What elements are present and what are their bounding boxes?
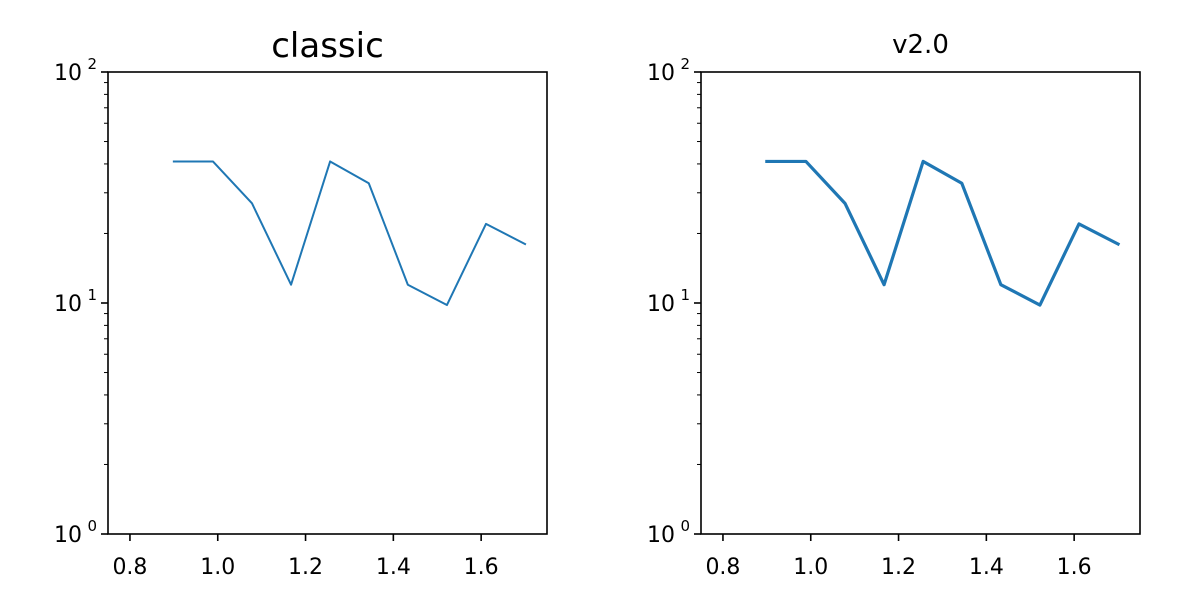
y-tick-exponent: 0 [87, 517, 97, 535]
panel-v2: v2.0 0.8 1.0 1.2 1.4 1.6 10 0 10 1 10 2 [647, 30, 1141, 580]
x-tick-label: 0.8 [705, 555, 740, 580]
y-tick-label: 10 1 [54, 286, 97, 317]
x-tick-label: 1.6 [464, 555, 499, 580]
series-line-0 [172, 160, 527, 307]
y-tick-label: 10 2 [647, 55, 690, 86]
x-tick-label: 1.2 [881, 555, 916, 580]
y-tick-base: 10 [647, 292, 675, 317]
y-tick-exponent: 0 [680, 517, 690, 535]
x-tick-label: 1.2 [288, 555, 323, 580]
y-tick-label: 10 0 [647, 517, 690, 548]
y-tick-base: 10 [54, 292, 82, 317]
x-tick-label: 0.8 [112, 555, 147, 580]
y-tick-base: 10 [647, 61, 675, 86]
y-tick-label: 10 2 [54, 55, 97, 86]
y-tick-exponent: 1 [87, 286, 97, 304]
axes-frame [107, 71, 548, 535]
y-tick-base: 10 [54, 523, 82, 548]
y-tick-base: 10 [647, 523, 675, 548]
chart-title: classic [271, 26, 384, 66]
series-line-0 [765, 159, 1121, 307]
y-tick-label: 10 0 [54, 517, 97, 548]
y-tick-label: 10 1 [647, 286, 690, 317]
x-tick-label: 1.0 [793, 555, 828, 580]
y-tick-base: 10 [54, 61, 82, 86]
y-tick-exponent: 1 [680, 286, 690, 304]
x-tick-label: 1.4 [969, 555, 1004, 580]
x-tick-label: 1.0 [200, 555, 235, 580]
y-tick-exponent: 2 [680, 55, 690, 73]
y-tick-exponent: 2 [87, 55, 97, 73]
chart-title: v2.0 [892, 30, 949, 60]
panel-classic: classic 0.8 1.0 1.2 1.4 1.6 10 0 10 1 10 2 [54, 26, 548, 580]
axes-frame [700, 71, 1141, 535]
x-tick-label: 1.6 [1057, 555, 1092, 580]
x-tick-label: 1.4 [376, 555, 411, 580]
